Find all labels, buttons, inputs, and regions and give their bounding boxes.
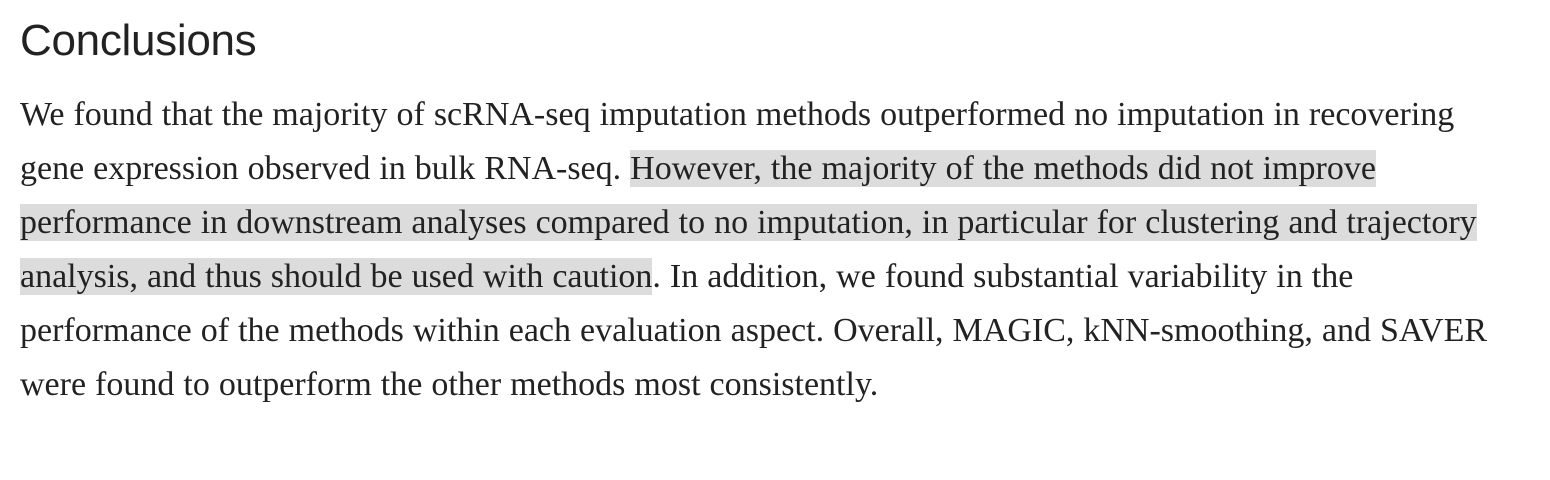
section-heading: Conclusions [20, 16, 257, 65]
conclusions-section: Conclusions We found that the majority o… [20, 14, 1530, 412]
paragraph-text-after-highlight: . In addition, we found substantial vari… [20, 258, 1488, 403]
conclusions-paragraph: We found that the majority of scRNA-seq … [20, 88, 1525, 412]
paragraph-text-before-highlight: We found that the majority of scRNA-seq … [20, 96, 1455, 187]
